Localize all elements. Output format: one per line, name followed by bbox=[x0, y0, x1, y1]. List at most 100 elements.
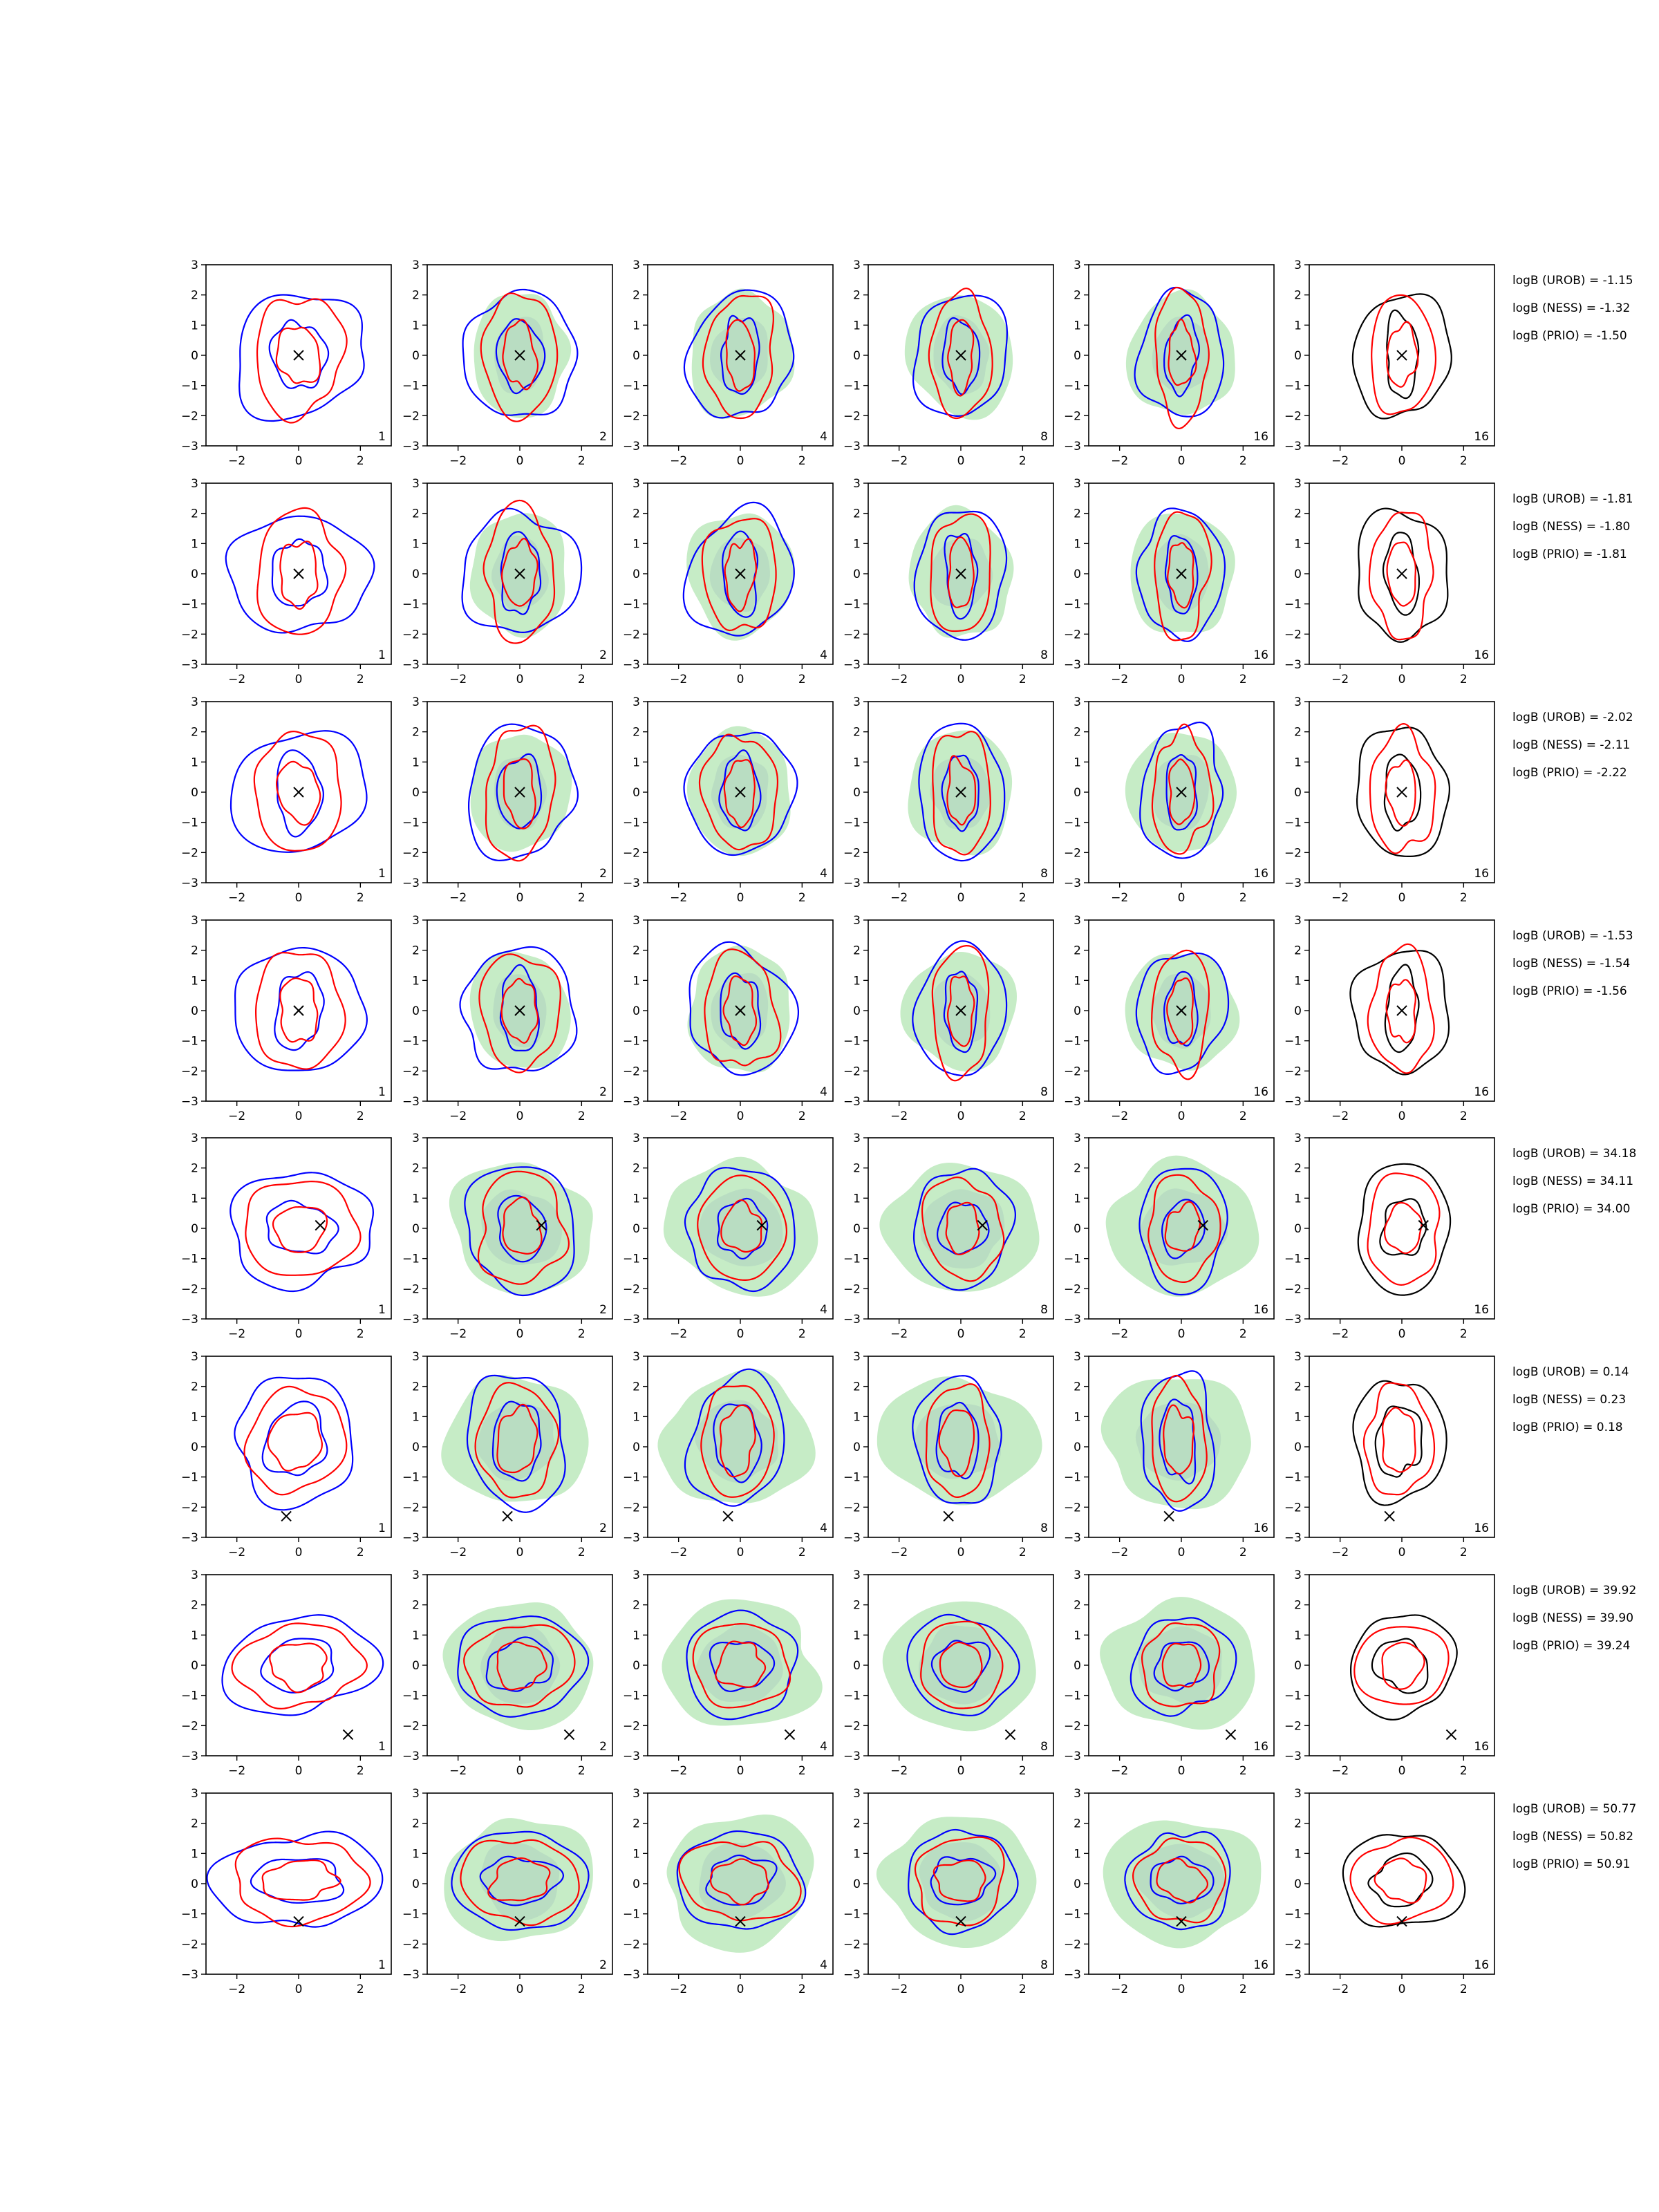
y-tick-label: 2 bbox=[1294, 507, 1302, 521]
x-tick-label: 2 bbox=[1239, 1327, 1247, 1341]
y-tick-label: 1 bbox=[1294, 1410, 1302, 1424]
y-tick-label: 0 bbox=[412, 1004, 420, 1018]
blue-contour-inner bbox=[1163, 971, 1199, 1047]
y-tick-label: 0 bbox=[632, 1222, 640, 1236]
x-tick-label: −2 bbox=[1111, 673, 1128, 686]
red-contour-outer bbox=[482, 499, 556, 644]
red-contour-inner bbox=[720, 1199, 763, 1253]
x-tick-label: 2 bbox=[798, 1983, 806, 1996]
y-tick-label: 1 bbox=[1294, 537, 1302, 551]
panel-r3-c5: 3 2 1 0 −1 −2 −3 −2 0 2 16 bbox=[1064, 695, 1275, 905]
x-tick-label: 0 bbox=[516, 1109, 524, 1123]
red-contour-outer bbox=[1368, 512, 1434, 641]
y-tick-label: 3 bbox=[853, 695, 861, 709]
true-point-marker bbox=[1396, 1915, 1407, 1927]
y-tick-label: 1 bbox=[1074, 974, 1081, 988]
panel-count-label: 16 bbox=[1474, 1521, 1489, 1535]
y-tick-label: 3 bbox=[191, 1132, 198, 1145]
y-tick-label: −2 bbox=[402, 1282, 420, 1296]
red-contour-inner bbox=[715, 1640, 767, 1688]
x-tick-label: −2 bbox=[228, 1546, 245, 1559]
y-tick-label: 1 bbox=[1074, 756, 1081, 769]
y-tick-label: −3 bbox=[623, 1968, 640, 1982]
panel-count-label: 2 bbox=[599, 1958, 607, 1972]
y-tick-label: 1 bbox=[1294, 756, 1302, 769]
red-contour-inner bbox=[946, 755, 977, 826]
y-tick-label: −3 bbox=[843, 1968, 861, 1982]
true-point-marker bbox=[1176, 568, 1187, 579]
x-tick-label: 0 bbox=[1178, 673, 1185, 686]
blue-contour-outer bbox=[464, 1166, 575, 1297]
panel-plot-area bbox=[449, 1162, 593, 1297]
y-tick-label: 2 bbox=[412, 507, 420, 521]
y-tick-label: −3 bbox=[623, 1095, 640, 1109]
y-tick-label: −1 bbox=[1064, 598, 1081, 612]
x-tick-label: 0 bbox=[737, 454, 744, 468]
red-contour-outer bbox=[254, 952, 346, 1070]
red-contour-outer bbox=[930, 513, 991, 632]
panel-frame bbox=[1309, 1574, 1495, 1756]
y-tick-label: 2 bbox=[1074, 1817, 1081, 1831]
y-tick-label: −3 bbox=[623, 440, 640, 453]
y-tick-label: −1 bbox=[1284, 598, 1302, 612]
blue-contour-inner bbox=[716, 1197, 769, 1260]
true-point-marker bbox=[1004, 1729, 1016, 1741]
x-tick-label: 0 bbox=[737, 891, 744, 905]
y-tick-label: 1 bbox=[191, 1410, 198, 1424]
black-contour-inner bbox=[1379, 1198, 1427, 1256]
x-tick-label: 2 bbox=[1019, 891, 1027, 905]
red-contour-inner bbox=[503, 758, 536, 830]
y-tick-label: 0 bbox=[1294, 786, 1302, 800]
y-tick-label: −2 bbox=[1064, 1938, 1081, 1951]
blue-contour-inner bbox=[1150, 1855, 1215, 1905]
true-point-marker bbox=[955, 1915, 966, 1927]
x-tick-label: 2 bbox=[357, 1983, 364, 1996]
red-contour-outer bbox=[931, 944, 990, 1082]
y-tick-label: 2 bbox=[1074, 289, 1081, 303]
panel-count-label: 1 bbox=[378, 648, 386, 662]
y-tick-label: −3 bbox=[623, 658, 640, 672]
blue-contour-outer bbox=[459, 946, 578, 1072]
x-tick-label: −2 bbox=[890, 1764, 908, 1778]
black-contour-outer bbox=[1349, 950, 1450, 1076]
y-tick-label: 2 bbox=[1074, 944, 1081, 958]
panel-r4-c5: 3 2 1 0 −1 −2 −3 −2 0 2 16 bbox=[1064, 914, 1275, 1123]
panel-r6-c6: 3 2 1 0 −1 −2 −3 −2 0 2 16 bbox=[1284, 1350, 1495, 1559]
true-point-marker bbox=[342, 1729, 354, 1741]
y-tick-label: 0 bbox=[191, 1659, 198, 1673]
x-tick-label: −2 bbox=[228, 454, 245, 468]
y-tick-label: −2 bbox=[1064, 846, 1081, 860]
y-tick-label: −2 bbox=[623, 1282, 640, 1296]
y-tick-label: −2 bbox=[1284, 1719, 1302, 1733]
blue-contour-inner bbox=[1165, 753, 1198, 831]
panel-plot-area bbox=[1103, 1820, 1262, 1949]
y-tick-label: −2 bbox=[843, 1282, 861, 1296]
y-tick-label: 2 bbox=[632, 1162, 640, 1176]
y-tick-label: 1 bbox=[1294, 1192, 1302, 1206]
x-tick-label: 2 bbox=[798, 1109, 806, 1123]
panel-r4-c6: 3 2 1 0 −1 −2 −3 −2 0 2 16 bbox=[1284, 914, 1495, 1123]
logb-annotation: logB (UROB) = -1.81 bbox=[1512, 492, 1633, 506]
green-core bbox=[919, 1625, 1004, 1705]
red-contour-outer bbox=[1147, 1174, 1221, 1284]
panel-count-label: 4 bbox=[820, 648, 827, 662]
panel-frame bbox=[1309, 1356, 1495, 1538]
y-tick-label: 2 bbox=[632, 289, 640, 303]
y-tick-label: 3 bbox=[191, 1787, 198, 1801]
y-tick-label: 0 bbox=[1074, 1659, 1081, 1673]
x-tick-label: −2 bbox=[449, 454, 467, 468]
blue-contour-inner bbox=[930, 1640, 991, 1693]
x-tick-label: 2 bbox=[1019, 454, 1027, 468]
y-tick-label: 2 bbox=[853, 289, 861, 303]
red-contour-inner bbox=[261, 1859, 341, 1901]
red-contour-inner bbox=[1381, 1642, 1425, 1690]
red-contour-inner bbox=[1383, 1201, 1423, 1255]
panel-count-label: 4 bbox=[820, 1521, 827, 1535]
x-tick-label: −2 bbox=[449, 1546, 467, 1559]
y-tick-label: −3 bbox=[181, 1750, 198, 1763]
red-contour-outer bbox=[928, 288, 993, 420]
